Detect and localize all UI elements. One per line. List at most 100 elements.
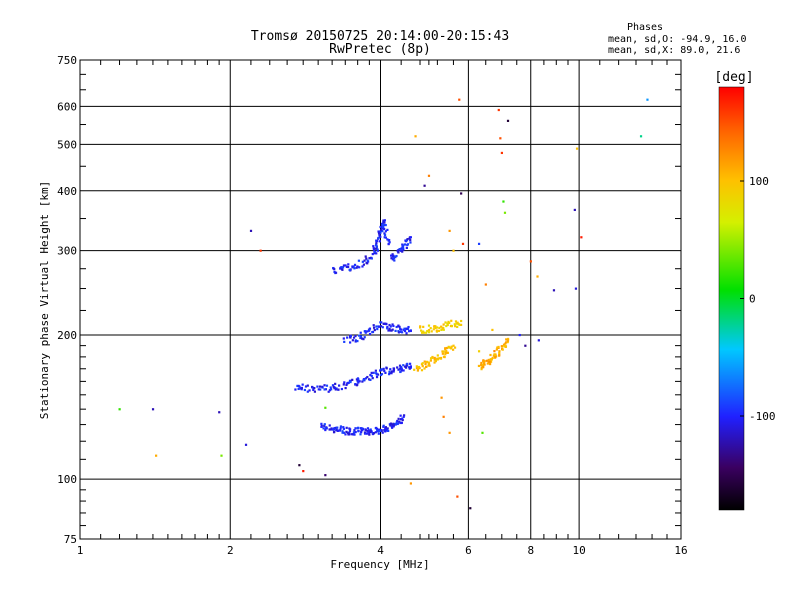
echo-point <box>316 385 319 388</box>
echo-point <box>477 350 481 353</box>
colorbar-tick-label: 0 <box>749 293 756 306</box>
echo-point <box>366 259 369 262</box>
echo-point <box>504 342 507 345</box>
data-points <box>118 98 649 510</box>
echo-point <box>456 325 459 329</box>
echo-point <box>383 369 386 373</box>
echo-point <box>354 430 357 434</box>
x-tick-label: 10 <box>572 544 585 557</box>
echo-point <box>361 380 364 383</box>
echo-point <box>374 369 377 372</box>
echo-point <box>403 365 407 368</box>
echo-point <box>433 361 436 364</box>
echo-point <box>366 262 369 265</box>
echo-point <box>335 387 338 390</box>
echo-point <box>373 328 376 332</box>
echo-point <box>313 390 317 393</box>
echo-point <box>368 332 372 336</box>
echo-point <box>396 249 399 253</box>
echo-point <box>421 365 424 368</box>
echo-point <box>504 341 508 344</box>
echo-point <box>450 319 453 322</box>
echo-point <box>439 357 443 360</box>
echo-point <box>359 335 363 338</box>
echo-point <box>387 242 390 245</box>
echo-point <box>409 366 412 369</box>
echo-point <box>398 325 401 328</box>
echo-point <box>392 425 395 428</box>
echo-point <box>337 429 340 432</box>
echo-point <box>460 192 463 195</box>
echo-point <box>330 388 333 391</box>
echo-point <box>390 425 393 428</box>
echo-point <box>349 336 352 339</box>
echo-point <box>398 364 402 367</box>
echo-point <box>350 433 353 436</box>
echo-point <box>405 246 408 250</box>
echo-point <box>302 469 305 473</box>
echo-point <box>386 238 389 241</box>
echo-point <box>353 433 356 436</box>
echo-point <box>493 350 496 353</box>
echo-point <box>456 321 459 324</box>
echo-point <box>398 247 401 251</box>
echo-point <box>349 428 352 431</box>
echo-point <box>333 268 336 271</box>
echo-point <box>353 429 356 432</box>
echo-point <box>427 324 431 327</box>
echo-point <box>346 336 349 339</box>
echo-point <box>402 415 405 418</box>
echo-point <box>297 384 300 388</box>
echo-point <box>442 350 445 353</box>
echo-point <box>431 355 434 359</box>
echo-point <box>381 230 384 233</box>
echo-point <box>354 383 357 386</box>
echo-point <box>488 360 491 363</box>
echo-point <box>446 351 449 354</box>
echo-point <box>442 327 445 330</box>
echo-point <box>300 386 303 390</box>
echo-point <box>442 328 445 331</box>
echo-point <box>347 432 350 435</box>
echo-point <box>573 208 576 212</box>
echo-point <box>375 375 379 379</box>
echo-point <box>401 417 404 420</box>
echo-point <box>438 357 441 360</box>
echo-point <box>387 329 390 332</box>
echo-point <box>369 429 372 433</box>
echo-point <box>372 371 375 374</box>
echo-point <box>304 385 308 388</box>
echo-point <box>383 233 387 237</box>
echo-point <box>396 419 399 423</box>
echo-point <box>437 329 441 333</box>
echo-point <box>444 321 447 324</box>
echo-point <box>505 338 508 341</box>
echo-point <box>419 325 422 328</box>
y-tick-label: 500 <box>57 138 77 151</box>
echo-point <box>220 454 223 457</box>
echo-point <box>434 325 437 328</box>
echo-point <box>366 330 369 333</box>
echo-point <box>329 386 332 389</box>
echo-point <box>552 289 556 292</box>
echo-point <box>299 387 302 390</box>
echo-point <box>383 322 386 325</box>
echo-point <box>639 135 643 138</box>
echo-point <box>409 236 412 239</box>
echo-point <box>368 257 371 260</box>
echo-point <box>377 430 380 433</box>
echo-point <box>448 229 451 232</box>
echo-point <box>503 211 507 214</box>
echo-point <box>363 259 366 262</box>
echo-point <box>345 265 348 269</box>
echo-point <box>374 427 377 430</box>
echo-point <box>392 324 395 328</box>
echo-point <box>364 255 367 258</box>
echo-point <box>448 321 451 325</box>
echo-point <box>421 362 424 365</box>
echo-point <box>356 377 360 380</box>
echo-point <box>420 369 424 372</box>
echo-point <box>381 223 384 226</box>
echo-point <box>436 358 439 361</box>
echo-point <box>377 237 380 240</box>
